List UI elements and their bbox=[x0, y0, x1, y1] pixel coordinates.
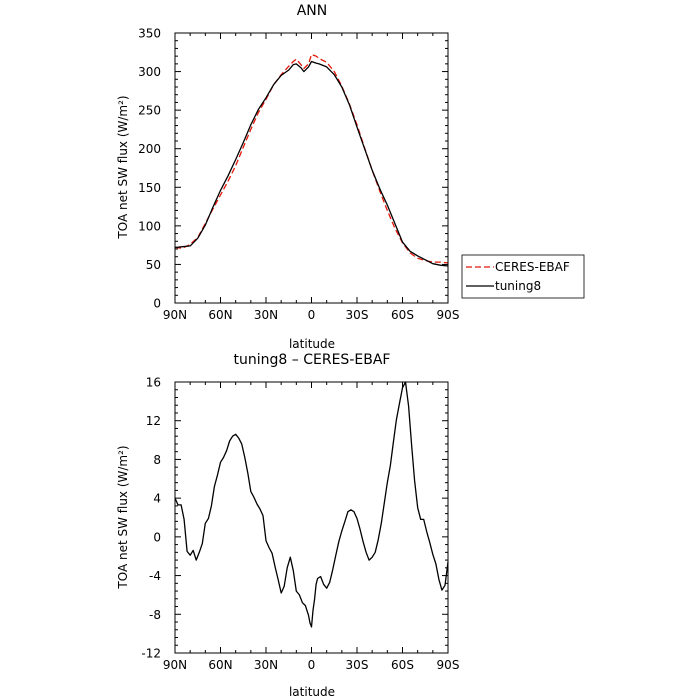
bottom-chart-x-tick-label: 60N bbox=[208, 658, 232, 672]
top-chart-y-tick-label: 350 bbox=[138, 27, 161, 41]
top-chart-frame bbox=[174, 32, 449, 304]
bottom-chart-frame bbox=[174, 381, 449, 654]
bottom-chart-y-tick-label: 4 bbox=[153, 492, 161, 506]
bottom-chart-y-tick-label: -4 bbox=[149, 569, 161, 583]
top-chart-y-tick-label: 300 bbox=[138, 65, 161, 79]
bottom-chart-x-tick-label: 30N bbox=[254, 658, 278, 672]
top-chart-series-line-tuning8 bbox=[174, 60, 449, 267]
top-chart-x-tick-label: 90S bbox=[437, 308, 460, 322]
top-chart-x-tick-label: 60S bbox=[391, 308, 414, 322]
bottom-chart-xlabel: latitude bbox=[289, 685, 335, 699]
top-chart-y-tick-label: 250 bbox=[138, 104, 161, 118]
legend-label-ceres-ebaf: CERES-EBAF bbox=[495, 260, 570, 274]
bottom-chart-y-tick-label: 0 bbox=[153, 530, 161, 544]
bottom-chart-y-tick-label: -8 bbox=[149, 608, 161, 622]
top-chart-y-tick-label: 100 bbox=[138, 219, 161, 233]
top-chart-y-tick-label: 0 bbox=[153, 297, 161, 311]
bottom-chart-series bbox=[174, 381, 449, 628]
legend-box bbox=[461, 254, 585, 299]
bottom-chart-y-tick-label: 8 bbox=[153, 453, 161, 467]
bottom-chart-y-tick-label: 16 bbox=[146, 376, 161, 390]
top-chart-y-tick-label: 50 bbox=[146, 258, 161, 272]
top-chart-title: ANN bbox=[297, 3, 328, 19]
top-chart-x-tick-label: 30N bbox=[254, 308, 278, 322]
bottom-chart-series-line-tuning8 bbox=[174, 381, 449, 628]
top-chart-x-tick-label: 90N bbox=[163, 308, 187, 322]
top-chart-series bbox=[174, 53, 449, 267]
bottom-panel-difference: tuning8 – CERES-EBAF TOA net SW flux (W/… bbox=[116, 352, 459, 699]
top-chart-y-tick-label: 150 bbox=[138, 181, 161, 195]
bottom-chart-x-tick-label: 90S bbox=[437, 658, 460, 672]
top-chart-ylabel: TOA net SW flux (W/m²) bbox=[116, 95, 130, 239]
top-chart-series-line-ceres-ebaf bbox=[174, 53, 449, 264]
bottom-chart-x-tick-label: 30S bbox=[346, 658, 369, 672]
top-chart-x-tick-label: 30S bbox=[346, 308, 369, 322]
top-chart-x-tick-label: 60N bbox=[208, 308, 232, 322]
top-panel-annual-flux: ANN TOA net SW flux (W/m²) latitude 90N 6… bbox=[116, 3, 585, 351]
bottom-chart-axes: 90N 60N 30N 0 30S 60S 90S -12 -8 -4 0 4 8 12 16 bbox=[141, 376, 459, 673]
bottom-chart-x-tick-label: 60S bbox=[391, 658, 414, 672]
legend-label-tuning8: tuning8 bbox=[495, 279, 541, 293]
bottom-chart-y-tick-label: 12 bbox=[146, 414, 161, 428]
top-chart-y-tick-label: 200 bbox=[138, 142, 161, 156]
top-chart-x-tick-label: 0 bbox=[308, 308, 316, 322]
bottom-chart-title: tuning8 – CERES-EBAF bbox=[234, 352, 391, 368]
bottom-chart-ylabel: TOA net SW flux (W/m²) bbox=[116, 445, 130, 589]
bottom-chart-x-tick-label: 0 bbox=[308, 658, 316, 672]
top-chart-axes: 90N 60N 30N 0 30S 60S 90S 0 50 100 150 200 250 300 350 bbox=[138, 27, 459, 323]
chart-legend: CERES-EBAF tuning8 bbox=[461, 254, 585, 299]
bottom-chart-y-tick-label: -12 bbox=[141, 647, 161, 661]
bottom-chart-x-tick-label: 90N bbox=[163, 658, 187, 672]
top-chart-xlabel: latitude bbox=[289, 337, 335, 351]
